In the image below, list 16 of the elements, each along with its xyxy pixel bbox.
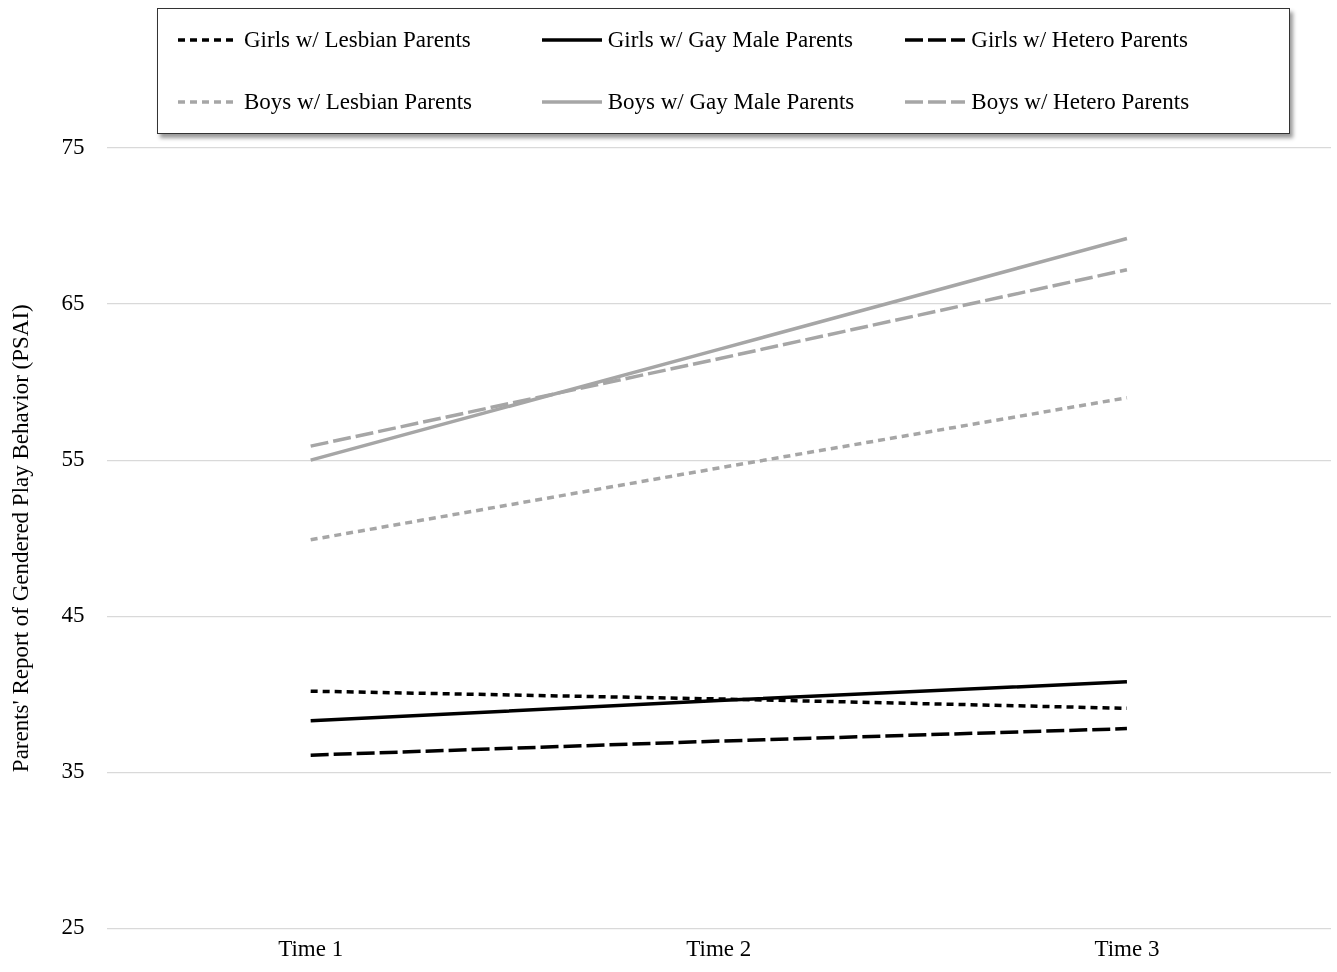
y-tick-label: 65: [61, 290, 85, 316]
legend-label: Boys w/ Hetero Parents: [971, 89, 1190, 115]
y-tick-label: 45: [61, 602, 85, 628]
legend-label: Girls w/ Lesbian Parents: [244, 27, 471, 53]
legend-label: Girls w/ Hetero Parents: [971, 27, 1188, 53]
legend-label: Girls w/ Gay Male Parents: [607, 27, 853, 53]
x-tick-label: Time 3: [1094, 936, 1160, 962]
y-tick-label: 55: [61, 446, 85, 472]
y-tick-label: 75: [61, 134, 85, 160]
x-tick-label: Time 1: [278, 936, 344, 962]
legend-label: Boys w/ Gay Male Parents: [607, 89, 855, 115]
y-tick-label: 25: [61, 914, 85, 940]
x-tick-label: Time 2: [686, 936, 752, 962]
y-tick-label: 35: [61, 758, 85, 784]
legend-label: Boys w/ Lesbian Parents: [244, 89, 473, 115]
y-axis-title: Parents' Report of Gendered Play Behavior (PSAI): [7, 304, 33, 773]
